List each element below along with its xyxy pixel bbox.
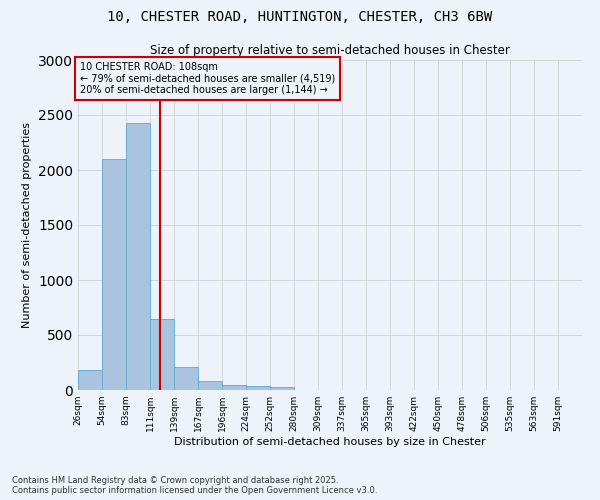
- Bar: [126, 122, 150, 390]
- Bar: [270, 387, 294, 390]
- Bar: [78, 370, 102, 390]
- Title: Size of property relative to semi-detached houses in Chester: Size of property relative to semi-detach…: [150, 44, 510, 58]
- Bar: [222, 385, 246, 390]
- Bar: [102, 159, 126, 390]
- Text: Contains HM Land Registry data © Crown copyright and database right 2025.
Contai: Contains HM Land Registry data © Crown c…: [12, 476, 377, 495]
- Bar: [174, 367, 198, 390]
- Bar: [150, 318, 174, 390]
- Text: 10 CHESTER ROAD: 108sqm
← 79% of semi-detached houses are smaller (4,519)
20% of: 10 CHESTER ROAD: 108sqm ← 79% of semi-de…: [80, 62, 335, 95]
- Y-axis label: Number of semi-detached properties: Number of semi-detached properties: [22, 122, 32, 328]
- Text: 10, CHESTER ROAD, HUNTINGTON, CHESTER, CH3 6BW: 10, CHESTER ROAD, HUNTINGTON, CHESTER, C…: [107, 10, 493, 24]
- Bar: [246, 386, 270, 390]
- Bar: [198, 381, 222, 390]
- X-axis label: Distribution of semi-detached houses by size in Chester: Distribution of semi-detached houses by …: [174, 437, 486, 447]
